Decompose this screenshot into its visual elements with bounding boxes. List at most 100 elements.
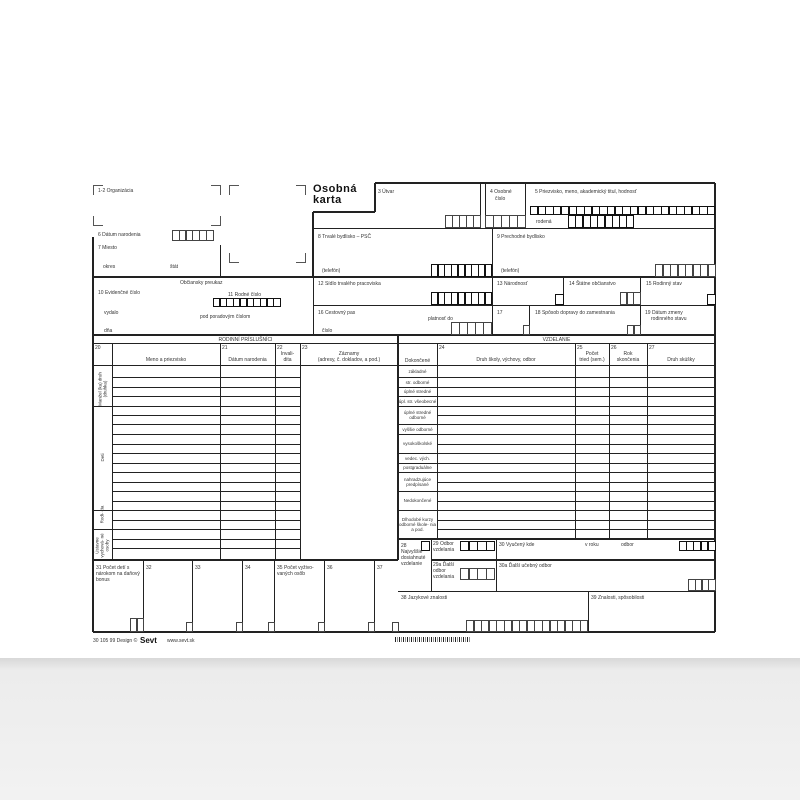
- rule-line: [639, 277, 641, 335]
- rule-line: [112, 528, 300, 530]
- rule-line: [437, 462, 715, 464]
- rule-line: [374, 183, 376, 212]
- field-temporary-address-label: 9 Prechodné bydlisko: [497, 234, 545, 240]
- digit-box[interactable]: [186, 622, 193, 632]
- rule-line: [93, 559, 398, 561]
- field-other-trade-label: 30a Ďalší učebný odbor: [499, 563, 552, 569]
- rule-line: [398, 538, 715, 540]
- rule-line: [313, 304, 715, 306]
- rule-line: [93, 334, 715, 336]
- digit-box[interactable]: [136, 618, 144, 632]
- digit-box[interactable]: [626, 215, 635, 228]
- field-status-change-label-2: rodinného stavu: [651, 316, 687, 322]
- digit-box[interactable]: [236, 622, 243, 632]
- field-phone-label: (telefón): [322, 268, 341, 274]
- digit-box[interactable]: [580, 620, 589, 632]
- education-level-label: vyššie odborné: [402, 426, 433, 432]
- digit-box[interactable]: [483, 322, 492, 335]
- digit-box[interactable]: [484, 264, 492, 277]
- digit-box[interactable]: [392, 622, 399, 632]
- digit-box[interactable]: [707, 264, 716, 277]
- publisher-url: www.sevt.sk: [167, 638, 195, 644]
- rule-line: [112, 414, 300, 416]
- digit-box[interactable]: [707, 294, 716, 305]
- digit-box[interactable]: [421, 541, 430, 551]
- col-23-number: 23: [302, 345, 308, 351]
- digit-box[interactable]: [707, 206, 716, 215]
- corner-mark: [296, 253, 306, 263]
- rule-line: [398, 433, 437, 435]
- rule-line: [112, 490, 300, 492]
- col-notes-header: Záznamy: [338, 351, 360, 357]
- field-32-label: 32: [146, 565, 152, 571]
- digit-box[interactable]: [368, 622, 375, 632]
- education-level-label: str. odborné: [405, 379, 430, 385]
- digit-box[interactable]: [318, 622, 325, 632]
- digit-box[interactable]: [633, 292, 641, 305]
- digit-box[interactable]: [484, 292, 492, 305]
- field-skills-label: 39 Znalosti, spôsobilosti: [591, 595, 645, 601]
- col-27-number: 27: [649, 345, 655, 351]
- rule-line: [430, 539, 432, 591]
- digit-box[interactable]: [517, 215, 526, 228]
- field-33-label: 33: [195, 565, 201, 571]
- rule-line: [93, 528, 112, 530]
- rule-line: [112, 386, 300, 388]
- field-state-label: štát: [170, 264, 179, 270]
- rule-line: [93, 631, 715, 633]
- digit-box[interactable]: [473, 215, 481, 228]
- digit-box[interactable]: [707, 541, 716, 551]
- rule-line: [219, 245, 221, 277]
- rule-line: [398, 452, 437, 454]
- field-maiden-name-label: rodená: [536, 219, 552, 225]
- rule-line: [437, 490, 715, 492]
- digit-box[interactable]: [523, 325, 530, 335]
- rule-line: [93, 342, 715, 344]
- digit-box[interactable]: [268, 622, 275, 632]
- field-valid-until-label: platnosť do: [428, 316, 453, 322]
- col-21-number: 21: [222, 345, 228, 351]
- field-field-of-study-label: 29 Odbor vzdelania: [433, 541, 455, 553]
- corner-mark: [229, 185, 239, 195]
- digit-box[interactable]: [273, 298, 281, 307]
- field-28-number: 28: [401, 543, 407, 549]
- rule-line: [112, 395, 300, 397]
- rule-line: [398, 462, 437, 464]
- digit-box[interactable]: [486, 568, 496, 580]
- digit-box[interactable]: [555, 294, 564, 305]
- field-personal-number-label: 4 Osobné: [490, 189, 512, 195]
- col-year-header: Rok: [623, 351, 633, 357]
- field-highest-education-label: Najvyššie dosiahnuté vzdelanie: [401, 549, 426, 567]
- field-37-label: 37: [377, 565, 383, 571]
- rule-line: [437, 423, 715, 425]
- field-nationality-label: 13 Národnosť: [497, 281, 528, 287]
- rule-line: [431, 559, 715, 561]
- rule-line: [528, 305, 530, 335]
- col-notes-header-2: (adresy, č. dokladov, a pod.): [317, 357, 381, 363]
- field-passport-label: 16 Cestovný pas: [318, 310, 356, 316]
- rule-line: [398, 364, 437, 366]
- rule-line: [608, 343, 610, 539]
- rule-line: [398, 364, 715, 366]
- education-level-label: úplné stredné odborné: [403, 410, 432, 420]
- digit-box[interactable]: [633, 325, 641, 335]
- field-trade-label: odbor: [621, 542, 634, 548]
- field-birthplace-label: 7 Miesto: [98, 245, 117, 251]
- rule-line: [437, 386, 715, 388]
- rule-line: [398, 386, 437, 388]
- field-status-change-label: 19 Dátum zmeny: [645, 310, 683, 316]
- digit-box[interactable]: [206, 230, 214, 241]
- corner-mark: [211, 185, 221, 195]
- field-year-label: v roku: [585, 542, 599, 548]
- rule-line: [524, 183, 526, 228]
- digit-box[interactable]: [708, 579, 716, 591]
- field-organization-label: 1-2 Organizácia: [98, 188, 134, 194]
- group-institutional-label: Ústavne vychová- né osoby: [94, 533, 110, 558]
- field-personal-number-label-2: číslo: [495, 196, 506, 202]
- rule-line: [436, 343, 438, 539]
- digit-box[interactable]: [486, 541, 496, 551]
- field-commute-label: 18 Spôsob dopravy do zamestnania: [535, 310, 615, 316]
- education-level-label: vedec. vých.: [404, 455, 430, 461]
- rule-line: [191, 560, 193, 632]
